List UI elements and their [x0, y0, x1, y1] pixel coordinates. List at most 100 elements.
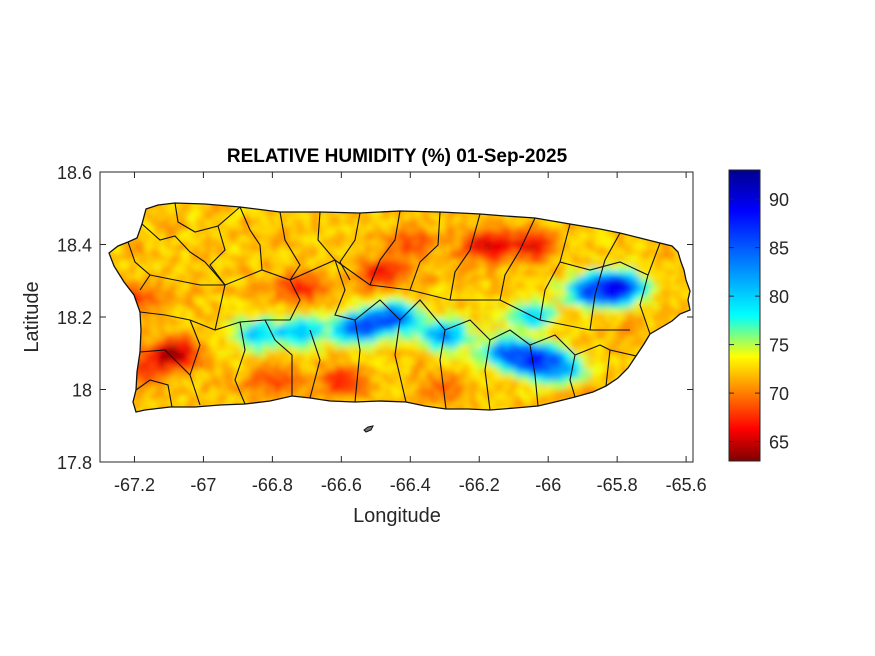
humidity-cell	[405, 345, 411, 351]
humidity-cell	[185, 250, 191, 256]
humidity-cell	[175, 335, 181, 341]
humidity-cell	[185, 255, 191, 261]
humidity-cell	[340, 375, 346, 381]
humidity-cell	[415, 275, 421, 281]
humidity-cell	[315, 395, 321, 401]
humidity-cell	[185, 245, 191, 251]
humidity-cell	[150, 295, 156, 301]
humidity-cell	[260, 295, 266, 301]
humidity-cell	[180, 380, 186, 386]
humidity-cell	[555, 355, 561, 361]
humidity-cell	[300, 215, 306, 221]
humidity-cell	[175, 250, 181, 256]
humidity-cell	[390, 330, 396, 336]
humidity-cell	[260, 380, 266, 386]
humidity-cell	[490, 370, 496, 376]
humidity-cell	[615, 320, 621, 326]
humidity-cell	[410, 260, 416, 266]
humidity-cell	[595, 315, 601, 321]
humidity-cell	[540, 400, 546, 406]
humidity-cell	[295, 375, 301, 381]
humidity-cell	[460, 400, 466, 406]
humidity-cell	[450, 265, 456, 271]
humidity-cell	[405, 315, 411, 321]
humidity-cell	[505, 325, 511, 331]
humidity-cell	[495, 295, 501, 301]
humidity-cell	[615, 300, 621, 306]
humidity-cell	[455, 230, 461, 236]
humidity-cell	[615, 365, 621, 371]
humidity-cell	[535, 280, 541, 286]
humidity-cell	[210, 255, 216, 261]
humidity-cell	[225, 260, 231, 266]
humidity-cell	[215, 300, 221, 306]
humidity-cell	[500, 275, 506, 281]
humidity-cell	[405, 350, 411, 356]
humidity-cell	[625, 250, 631, 256]
humidity-cell	[515, 400, 521, 406]
humidity-cell	[345, 350, 351, 356]
humidity-cell	[660, 285, 666, 291]
humidity-cell	[250, 340, 256, 346]
humidity-cell	[125, 275, 131, 281]
humidity-cell	[435, 355, 441, 361]
humidity-cell	[315, 250, 321, 256]
humidity-cell	[185, 335, 191, 341]
humidity-cell	[140, 250, 146, 256]
humidity-cell	[430, 235, 436, 241]
humidity-cell	[560, 230, 566, 236]
humidity-cell	[175, 255, 181, 261]
humidity-cell	[535, 275, 541, 281]
humidity-cell	[525, 350, 531, 356]
humidity-cell	[495, 400, 501, 406]
humidity-cell	[370, 240, 376, 246]
humidity-cell	[430, 385, 436, 391]
humidity-cell	[470, 325, 476, 331]
humidity-cell	[200, 210, 206, 216]
humidity-cell	[590, 375, 596, 381]
humidity-cell	[290, 255, 296, 261]
humidity-cell	[380, 295, 386, 301]
humidity-cell	[315, 315, 321, 321]
humidity-cell	[170, 340, 176, 346]
humidity-cell	[280, 320, 286, 326]
humidity-cell	[560, 225, 566, 231]
humidity-cell	[295, 270, 301, 276]
humidity-cell	[630, 275, 636, 281]
humidity-cell	[610, 295, 616, 301]
humidity-cell	[575, 295, 581, 301]
humidity-cell	[295, 220, 301, 226]
humidity-cell	[220, 385, 226, 391]
humidity-cell	[140, 280, 146, 286]
humidity-cell	[275, 350, 281, 356]
humidity-cell	[305, 220, 311, 226]
humidity-cell	[210, 230, 216, 236]
humidity-cell	[160, 380, 166, 386]
humidity-cell	[580, 375, 586, 381]
humidity-cell	[455, 385, 461, 391]
humidity-cell	[240, 290, 246, 296]
humidity-cell	[480, 235, 486, 241]
humidity-cell	[210, 330, 216, 336]
humidity-cell	[360, 350, 366, 356]
humidity-cell	[595, 290, 601, 296]
humidity-cell	[255, 310, 261, 316]
humidity-cell	[445, 350, 451, 356]
humidity-cell	[155, 335, 161, 341]
humidity-cell	[470, 310, 476, 316]
humidity-cell	[475, 380, 481, 386]
humidity-cell	[405, 305, 411, 311]
humidity-cell	[395, 345, 401, 351]
humidity-cell	[240, 230, 246, 236]
humidity-cell	[610, 230, 616, 236]
humidity-cell	[370, 245, 376, 251]
humidity-cell	[460, 385, 466, 391]
humidity-cell	[170, 255, 176, 261]
humidity-cell	[590, 335, 596, 341]
humidity-cell	[570, 345, 576, 351]
humidity-cell	[500, 380, 506, 386]
humidity-cell	[280, 235, 286, 241]
humidity-cell	[440, 350, 446, 356]
humidity-cell	[130, 250, 136, 256]
humidity-cell	[365, 290, 371, 296]
